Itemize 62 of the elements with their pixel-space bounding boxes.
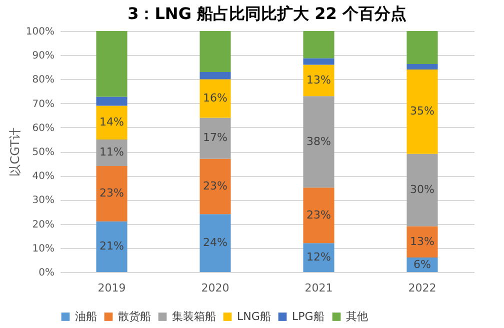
data-label: 11% bbox=[100, 146, 124, 159]
y-tick-label: 90% bbox=[32, 50, 54, 62]
bar bbox=[406, 70, 438, 154]
legend-label: LPG船 bbox=[292, 310, 324, 323]
bar bbox=[303, 58, 334, 65]
y-tick-label: 20% bbox=[32, 219, 54, 230]
data-label: 23% bbox=[306, 208, 331, 222]
data-label: 13% bbox=[306, 73, 331, 86]
bar bbox=[200, 214, 231, 272]
legend-label: LNG船 bbox=[237, 310, 271, 323]
bar bbox=[303, 31, 334, 58]
bar bbox=[303, 64, 334, 96]
x-tick-label: 2020 bbox=[201, 282, 230, 294]
data-label: 17% bbox=[203, 131, 228, 144]
bar bbox=[406, 31, 438, 64]
bar bbox=[303, 96, 334, 188]
data-label: 30% bbox=[410, 183, 434, 196]
bar bbox=[200, 118, 231, 159]
data-label: 23% bbox=[100, 186, 124, 200]
data-label: 16% bbox=[203, 91, 228, 104]
data-label: 24% bbox=[203, 236, 228, 250]
bar bbox=[303, 188, 334, 244]
y-tick-label: 70% bbox=[32, 98, 54, 110]
bar bbox=[200, 158, 231, 214]
bar bbox=[96, 166, 128, 222]
bar bbox=[303, 243, 334, 272]
bar bbox=[96, 221, 128, 272]
y-tick-label: 80% bbox=[32, 74, 54, 86]
y-tick-label: 100% bbox=[26, 26, 54, 38]
bar bbox=[406, 154, 438, 226]
y-tick-label: 0% bbox=[38, 268, 54, 278]
y-tick-label: 40% bbox=[32, 171, 54, 182]
bar bbox=[406, 64, 438, 70]
data-label: 21% bbox=[100, 240, 124, 253]
data-label: 6% bbox=[414, 258, 431, 271]
legend-label: 散货船 bbox=[118, 310, 151, 323]
data-label: 13% bbox=[410, 234, 434, 248]
bar bbox=[96, 31, 128, 97]
bar bbox=[200, 72, 231, 80]
data-label: 14% bbox=[100, 116, 124, 129]
y-axis-title: 以CGT计 bbox=[8, 128, 22, 176]
y-tick-label: 50% bbox=[32, 147, 54, 158]
legend-label: 集装箱船 bbox=[172, 310, 216, 323]
x-tick-label: 2019 bbox=[98, 282, 126, 294]
bar bbox=[200, 31, 231, 72]
data-label: 23% bbox=[203, 179, 228, 192]
bar bbox=[96, 106, 128, 140]
bar bbox=[200, 79, 231, 118]
y-tick-label: 30% bbox=[32, 195, 54, 206]
bar bbox=[406, 226, 438, 258]
x-tick-label: 2021 bbox=[304, 282, 333, 294]
bar bbox=[96, 139, 128, 166]
y-tick-label: 10% bbox=[32, 243, 54, 254]
y-tick-label: 60% bbox=[32, 122, 54, 134]
legend-label: 其他 bbox=[346, 310, 368, 323]
data-label: 35% bbox=[410, 104, 434, 118]
bar bbox=[96, 96, 128, 106]
legend-label: 油船 bbox=[75, 310, 97, 323]
data-label: 38% bbox=[306, 134, 331, 148]
chart-title: 3：LNG 船占比同比扩大 22 个百分点 bbox=[128, 4, 406, 23]
x-tick-label: 2022 bbox=[408, 282, 436, 294]
data-label: 12% bbox=[306, 250, 331, 264]
